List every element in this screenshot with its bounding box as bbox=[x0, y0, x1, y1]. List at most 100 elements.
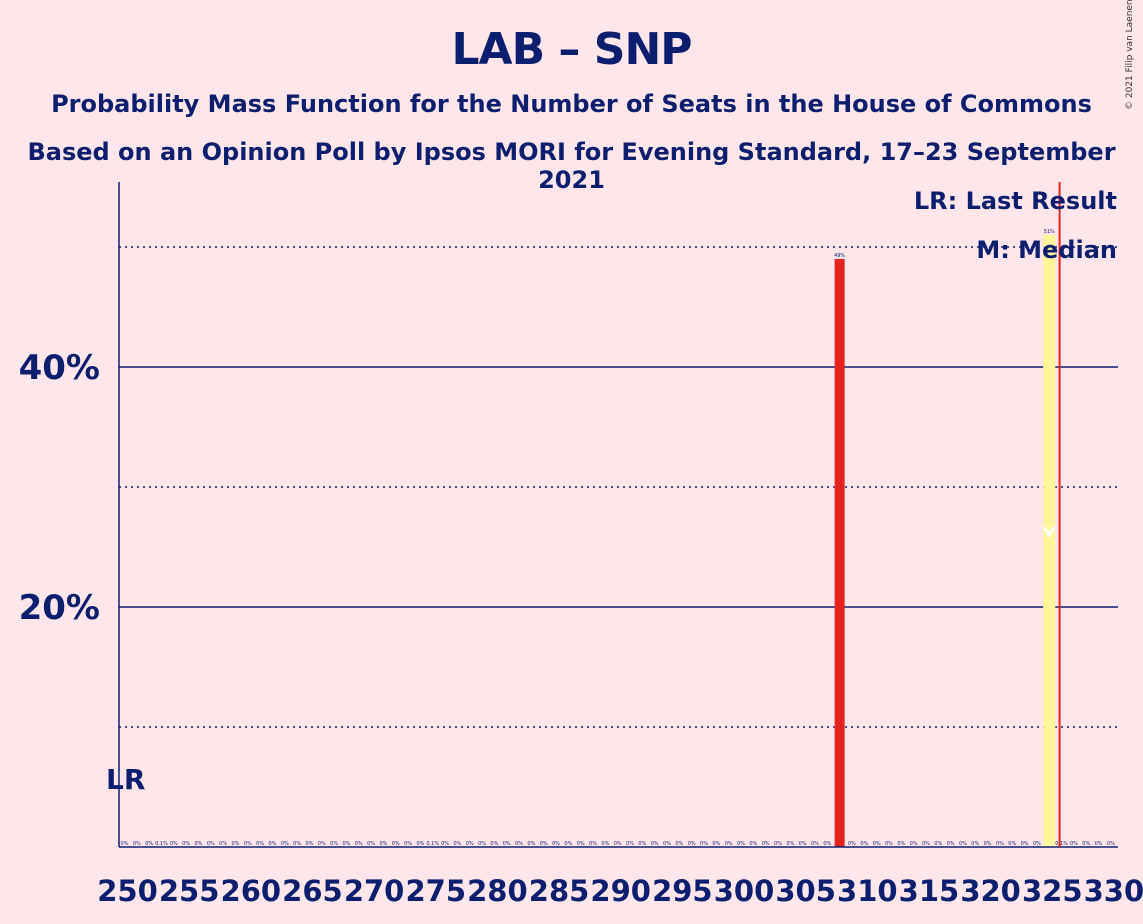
baseline-value-label: 0% bbox=[996, 841, 1004, 847]
baseline-value-label: 0% bbox=[170, 841, 178, 847]
baseline-value-label: 0% bbox=[564, 841, 572, 847]
baseline-value-label: 0% bbox=[700, 841, 708, 847]
y-tick-label: 40% bbox=[19, 348, 100, 388]
baseline-value-label: 0% bbox=[811, 841, 819, 847]
baseline-value-label: 0% bbox=[441, 841, 449, 847]
baseline-value-label: 0% bbox=[342, 841, 350, 847]
baseline-value-label: 0% bbox=[195, 841, 203, 847]
baseline-value-label: 0% bbox=[392, 841, 400, 847]
baseline-value-label: 0% bbox=[133, 841, 141, 847]
legend-last-result: LR: Last Result bbox=[914, 187, 1117, 215]
baseline-value-label: 0% bbox=[1070, 841, 1078, 847]
baseline-value-label: 0% bbox=[515, 841, 523, 847]
baseline-value-label: 0% bbox=[675, 841, 683, 847]
baseline-value-label: 0% bbox=[614, 841, 622, 847]
median-highlight bbox=[1043, 235, 1056, 847]
chart-source: Based on an Opinion Poll by Ipsos MORI f… bbox=[27, 138, 1116, 194]
baseline-value-label: 0% bbox=[182, 841, 190, 847]
x-tick-label: 330 bbox=[1084, 874, 1143, 908]
x-tick-label: 260 bbox=[221, 874, 282, 908]
baseline-value-label: 0% bbox=[293, 841, 301, 847]
baseline-value-label: 0% bbox=[848, 841, 856, 847]
lr-marker-label: LR bbox=[106, 763, 145, 796]
baseline-value-label: 0% bbox=[527, 841, 535, 847]
x-tick-label: 280 bbox=[467, 874, 528, 908]
baseline-value-label: 0% bbox=[688, 841, 696, 847]
baseline-value-label: 0% bbox=[663, 841, 671, 847]
chart-subtitle: Probability Mass Function for the Number… bbox=[51, 90, 1092, 118]
baseline-value-label: 0% bbox=[651, 841, 659, 847]
baseline-value-label: 0% bbox=[281, 841, 289, 847]
baseline-value-label: 0% bbox=[885, 841, 893, 847]
x-tick-label: 315 bbox=[899, 874, 960, 908]
baseline-value-label: 0.1% bbox=[155, 841, 168, 847]
x-tick-label: 295 bbox=[652, 874, 713, 908]
baseline-value-label: 0% bbox=[1021, 841, 1029, 847]
baseline-value-label: 0.1% bbox=[1055, 841, 1068, 847]
x-tick-label: 305 bbox=[775, 874, 836, 908]
baseline-value-label: 0% bbox=[466, 841, 474, 847]
baseline-value-label: 0% bbox=[244, 841, 252, 847]
baseline-value-label: 0% bbox=[786, 841, 794, 847]
data-labels: 49%51%0% 0% 0% 0.1% 0% 0% 0% 0% 0% 0% 0% 0% 0% 0% 0% 0%… bbox=[121, 229, 1116, 847]
y-tick-label: 20% bbox=[19, 588, 100, 628]
baseline-value-label: 0% bbox=[232, 841, 240, 847]
baseline-value-label: 0% bbox=[379, 841, 387, 847]
baseline-value-label: 0.1% bbox=[426, 841, 439, 847]
baseline-value-label: 0% bbox=[712, 841, 720, 847]
baseline-value-label: 0% bbox=[1033, 841, 1041, 847]
baseline-value-label: 0% bbox=[725, 841, 733, 847]
baseline-value-label: 0% bbox=[219, 841, 227, 847]
baseline-value-label: 0% bbox=[355, 841, 363, 847]
baseline-value-label: 0% bbox=[305, 841, 313, 847]
baseline-value-label: 0% bbox=[959, 841, 967, 847]
x-tick-label: 310 bbox=[837, 874, 898, 908]
baseline-value-label: 0% bbox=[774, 841, 782, 847]
gridlines bbox=[119, 246, 1118, 728]
x-tick-label: 320 bbox=[960, 874, 1021, 908]
baseline-value-label: 0% bbox=[318, 841, 326, 847]
baseline-value-label: 0% bbox=[490, 841, 498, 847]
baseline-value-label: 0% bbox=[577, 841, 585, 847]
baseline-value-label: 0% bbox=[934, 841, 942, 847]
baseline-value-label: 0% bbox=[1008, 841, 1016, 847]
baseline-value-label: 0% bbox=[749, 841, 757, 847]
baseline-value-label: 0% bbox=[799, 841, 807, 847]
baseline-value-label: 0% bbox=[601, 841, 609, 847]
bar bbox=[834, 259, 845, 847]
bar-value-label: 49% bbox=[834, 253, 845, 259]
bars bbox=[834, 235, 1056, 847]
x-tick-label: 290 bbox=[590, 874, 651, 908]
baseline-value-label: 0% bbox=[121, 841, 129, 847]
baseline-value-label: 0% bbox=[1095, 841, 1103, 847]
axes: 20%40%250 255 260 265 270 275 280 285 290 295 300 3… bbox=[19, 182, 1143, 908]
baseline-value-label: 0% bbox=[503, 841, 511, 847]
baseline-value-label: 0% bbox=[860, 841, 868, 847]
baseline-value-label: 0% bbox=[947, 841, 955, 847]
x-tick-label: 300 bbox=[714, 874, 775, 908]
baseline-value-label: 0% bbox=[268, 841, 276, 847]
baseline-value-label: 0% bbox=[256, 841, 264, 847]
x-tick-label: 255 bbox=[159, 874, 220, 908]
baseline-value-label: 0% bbox=[737, 841, 745, 847]
x-tick-label: 250 bbox=[97, 874, 158, 908]
baseline-value-label: 0% bbox=[453, 841, 461, 847]
baseline-value-label: 0% bbox=[1107, 841, 1115, 847]
baseline-value-label: 0% bbox=[910, 841, 918, 847]
x-tick-label: 325 bbox=[1022, 874, 1083, 908]
baseline-value-label: 0% bbox=[404, 841, 412, 847]
baseline-value-label: 0% bbox=[145, 841, 153, 847]
x-tick-label: 265 bbox=[282, 874, 343, 908]
baseline-value-label: 0% bbox=[823, 841, 831, 847]
baseline-value-label: 0% bbox=[897, 841, 905, 847]
baseline-value-label: 0% bbox=[552, 841, 560, 847]
x-tick-label: 285 bbox=[529, 874, 590, 908]
median-marker bbox=[1042, 526, 1056, 538]
baseline-value-label: 0% bbox=[922, 841, 930, 847]
baseline-value-label: 0% bbox=[367, 841, 375, 847]
legend-median: M: Median bbox=[976, 236, 1117, 264]
page-title: LAB – SNP bbox=[451, 24, 692, 75]
baseline-value-label: 0% bbox=[589, 841, 597, 847]
baseline-value-label: 0% bbox=[540, 841, 548, 847]
